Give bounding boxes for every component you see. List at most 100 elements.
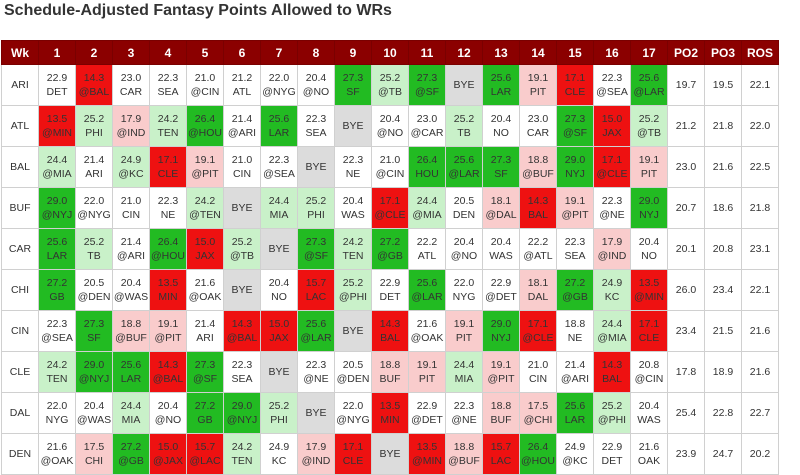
opponent-label: @ARI [227, 127, 257, 139]
matchup-cell: 21.0 CIN [519, 351, 557, 393]
opponent-label: @MIA [42, 168, 72, 180]
opponent-label: @CHI [523, 414, 553, 426]
header-cell: 11 [408, 40, 446, 65]
opponent-label: TEN [46, 373, 68, 385]
opponent-label: @LAC [189, 455, 221, 467]
matchup-cell: 14.3 @BAL [75, 64, 113, 106]
opponent-label: ATL [232, 86, 252, 98]
matchup-cell: 22.9 DET [593, 433, 631, 475]
matchup-cell: 20.4 @WAS [75, 392, 113, 434]
matchup-cell: 21.4 @ARI [112, 228, 150, 270]
points-value: BYE [342, 120, 364, 132]
opponent-label: @NO [154, 414, 182, 426]
matchup-cell: 22.9 DET [38, 64, 76, 106]
points-value: 21.6 [416, 318, 438, 330]
matchup-cell: 19.1 @PIT [482, 351, 520, 393]
table-row: CAR 25.6 LAR 25.2 TB 21.4 @ARI 26.4 @HOU 15.0 JAX 2… [1, 228, 779, 270]
po2-value: 20.1 [667, 228, 705, 270]
matchup-cell: 19.1 @PIT [149, 310, 187, 352]
opponent-label: MIN [380, 414, 400, 426]
opponent-label: PHI [85, 127, 103, 139]
opponent-label: @PHI [597, 414, 627, 426]
matchup-cell: 21.0 CIN [223, 146, 261, 188]
matchup-cell: 21.0 @CIN [371, 146, 409, 188]
matchup-cell: 25.6 LAR [260, 105, 298, 147]
opponent-label: @KC [118, 168, 144, 180]
opponent-label: @DEN [77, 291, 111, 303]
matchup-cell: 22.3 @NE [445, 392, 483, 434]
team-name: CAR [1, 228, 39, 270]
bye-cell: BYE [260, 228, 298, 270]
points-value: 18.8 [120, 318, 142, 330]
points-value: 19.1 [564, 195, 586, 207]
matchup-cell: 18.8 @BUF [445, 433, 483, 475]
opponent-label: LAR [268, 127, 290, 139]
matchup-cell: 22.0 @NYG [75, 187, 113, 229]
ros-value: 20.2 [741, 433, 779, 475]
points-value: 24.9 [601, 277, 623, 289]
opponent-label: @JAX [153, 455, 183, 467]
points-value: BYE [231, 284, 253, 296]
opponent-label: @ARI [560, 373, 590, 385]
points-value: 17.9 [601, 236, 623, 248]
matchup-cell: 15.7 LAC [482, 433, 520, 475]
po2-value: 23.9 [667, 433, 705, 475]
opponent-label: @GB [118, 455, 144, 467]
points-value: 25.2 [305, 195, 327, 207]
opponent-label: SEA [305, 127, 327, 139]
opponent-label: SF [346, 86, 360, 98]
points-value: 25.6 [490, 72, 512, 84]
opponent-label: @LAR [300, 332, 332, 344]
header-cell: 7 [260, 40, 298, 65]
opponent-label: @TB [636, 127, 662, 139]
header-cell: PO3 [704, 40, 742, 65]
opponent-label: TEN [342, 250, 364, 262]
opponent-label: CHI [84, 455, 104, 467]
opponent-label: BUF [379, 373, 401, 385]
header-cell: 12 [445, 40, 483, 65]
opponent-label: @IND [597, 250, 627, 262]
opponent-label: @BAL [152, 373, 184, 385]
header-cell: 14 [519, 40, 557, 65]
matchup-cell: 20.4 @NO [445, 228, 483, 270]
matchup-cell: 20.5 DEN [445, 187, 483, 229]
ros-value: 23.1 [741, 228, 779, 270]
opponent-label: @IND [301, 455, 331, 467]
opponent-label: @CLE [596, 168, 628, 180]
points-value: 25.2 [83, 236, 105, 248]
points-value: 25.2 [453, 113, 475, 125]
matchup-cell: 22.3 @SEA [593, 64, 631, 106]
matchup-cell: 25.6 LAR [482, 64, 520, 106]
matchup-cell: 19.1 PIT [445, 310, 483, 352]
header-cell: PO2 [667, 40, 705, 65]
matchup-cell: 21.6 OAK [630, 433, 668, 475]
opponent-label: @NO [302, 86, 330, 98]
matchup-cell: 18.8 @BUF [112, 310, 150, 352]
opponent-label: @CIN [375, 168, 405, 180]
points-value: 20.4 [120, 277, 142, 289]
points-value: 25.6 [46, 236, 68, 248]
matchup-cell: 15.0 JAX [593, 105, 631, 147]
opponent-label: @SEA [263, 168, 295, 180]
opponent-label: @GB [562, 291, 588, 303]
points-value: 27.2 [120, 441, 142, 453]
team-name: CHI [1, 269, 39, 311]
opponent-label: @TEN [189, 209, 221, 221]
points-value: 26.4 [157, 236, 179, 248]
matchup-cell: 26.4 @HOU [519, 433, 557, 475]
matchup-cell: 20.4 @WAS [112, 269, 150, 311]
points-value: 24.4 [601, 318, 623, 330]
bye-cell: BYE [297, 146, 335, 188]
opponent-label: @NYJ [41, 209, 73, 221]
matchup-cell: 13.5 @MIN [408, 433, 446, 475]
ros-value: 22.0 [741, 105, 779, 147]
points-value: 22.3 [305, 359, 327, 371]
header-cell: 2 [75, 40, 113, 65]
points-value: 20.4 [342, 195, 364, 207]
points-value: 24.4 [268, 195, 290, 207]
ros-value: 21.6 [741, 310, 779, 352]
points-value: 19.1 [638, 154, 660, 166]
points-value: 18.8 [490, 400, 512, 412]
opponent-label: MIA [121, 414, 141, 426]
opponent-label: SEA [564, 250, 586, 262]
